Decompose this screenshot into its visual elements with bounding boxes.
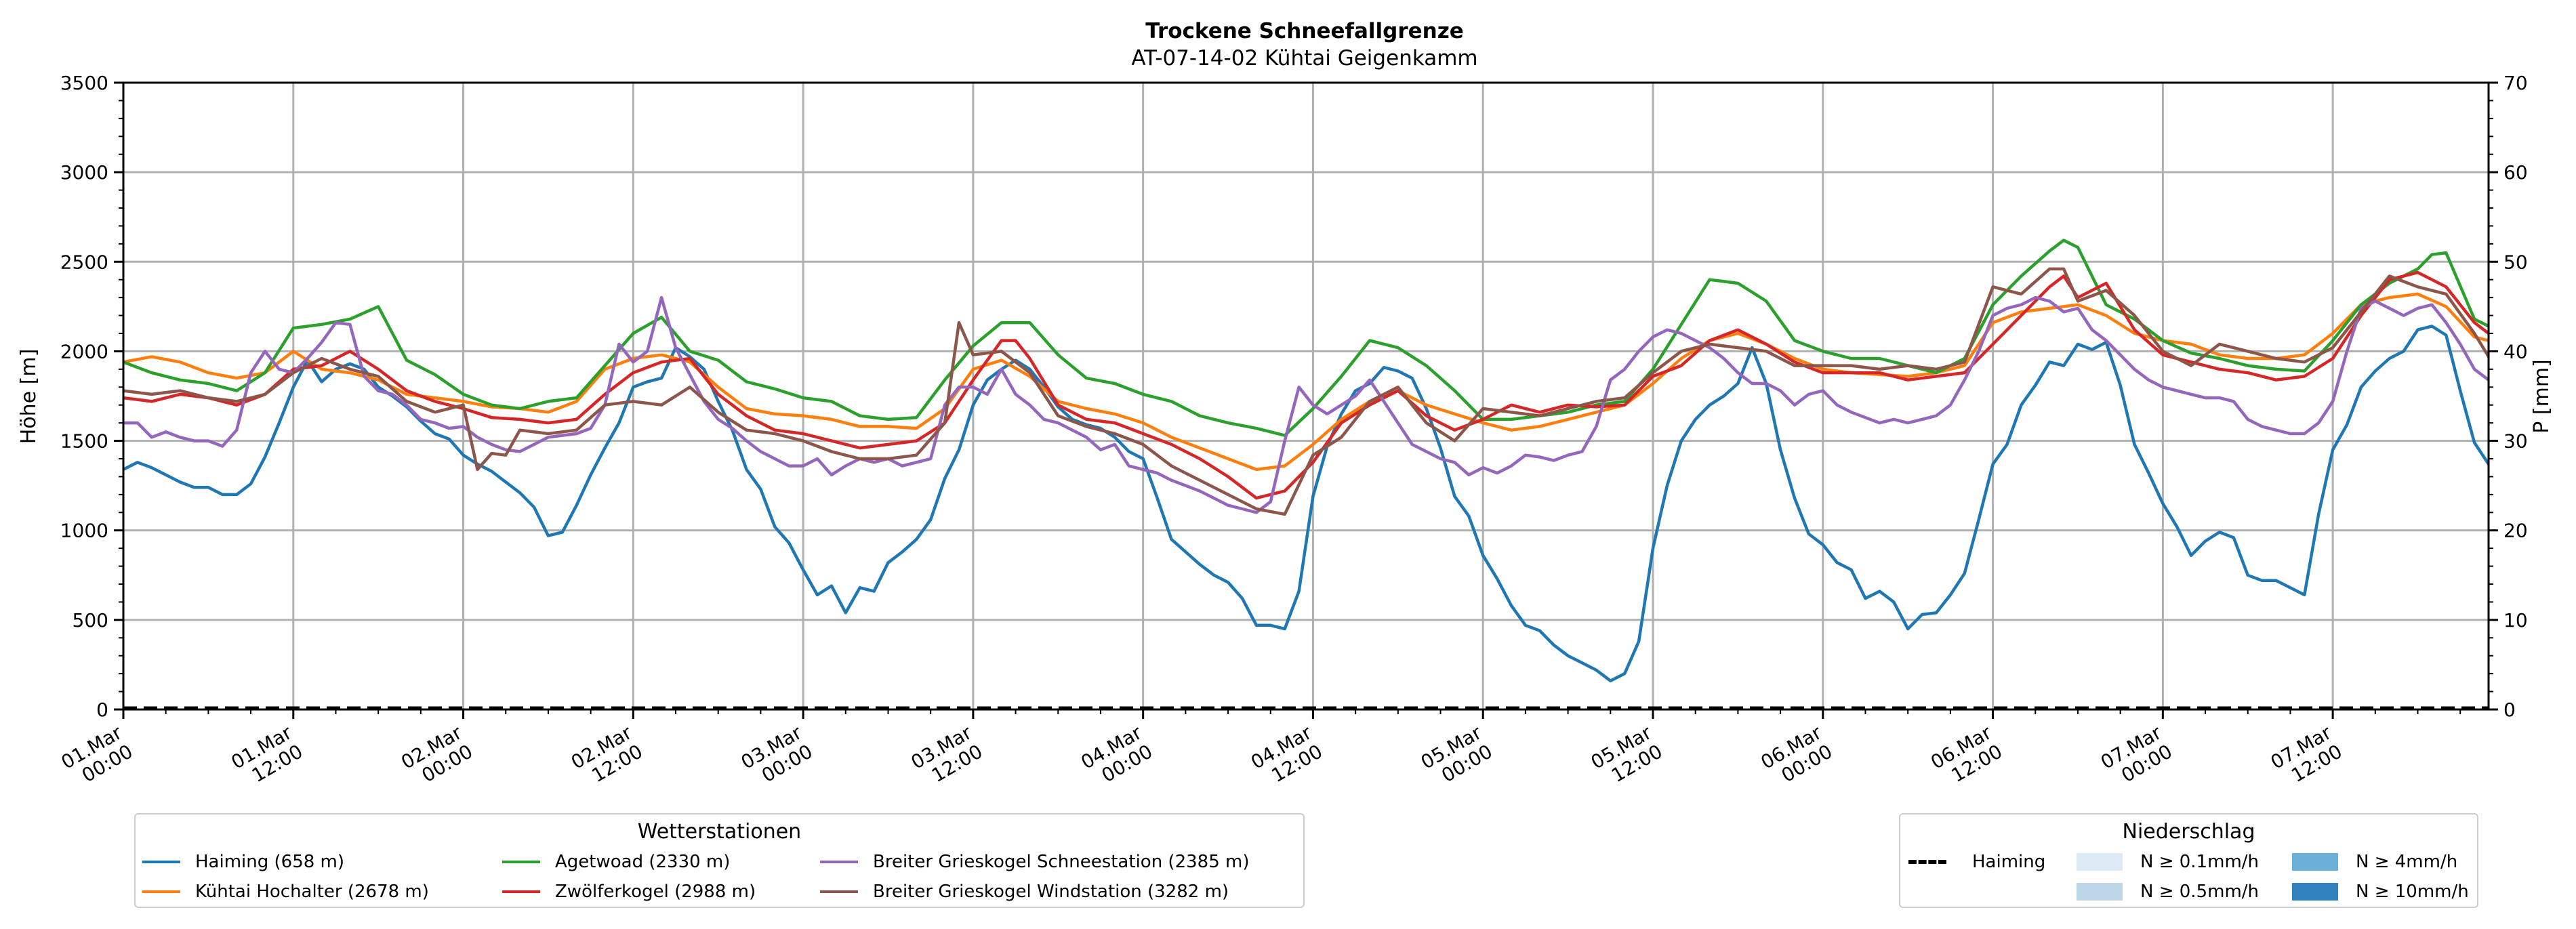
series-line-2 [123, 292, 2489, 472]
x-tick-label: 06.Mar00:00 [1757, 721, 1836, 792]
x-tick-label: 05.Mar00:00 [1417, 721, 1496, 792]
legend-item-n-0-5: N ≥ 0.5mm/h [2077, 880, 2259, 904]
series-lines [123, 239, 2489, 682]
legend-label: Breiter Grieskogel Windstation (3282 m) [873, 882, 1229, 902]
axis-ticks: 0 0 500 10 1000 20 1500 30 2000 40 2500 50 3000 60 350… [58, 72, 2528, 792]
y-tick-label: 500 [73, 609, 108, 632]
legend-patch [2077, 883, 2123, 901]
legend-item-haiming: Haiming (658 m) [142, 850, 344, 874]
y2-tick-label: 50 [2503, 251, 2528, 273]
chart-subtitle: AT-07-14-02 Kühtai Geigenkamm [1131, 46, 1477, 70]
y-tick-label: 1500 [60, 430, 108, 453]
series-line-4 [123, 270, 2489, 500]
y2-tick-label: 60 [2503, 161, 2528, 184]
x-tick-label: 04.Mar00:00 [1077, 721, 1156, 792]
series-line-6 [123, 267, 2489, 516]
y-tick-label: 2000 [60, 340, 108, 363]
y2-tick-label: 70 [2503, 72, 2528, 94]
x-tick-label: 07.Mar12:00 [2267, 721, 2346, 792]
chart-title: Trockene Schneefallgrenze [1145, 19, 1464, 43]
legend-item-schneestation: Breiter Grieskogel Schneestation (2385 m… [820, 850, 1249, 874]
x-tick-label: 02.Mar00:00 [397, 721, 476, 792]
legend-swatch [820, 890, 858, 893]
plot-frame [122, 81, 2490, 711]
y2-tick-label: 10 [2503, 609, 2528, 632]
legend-item-precip-haiming: Haiming [1908, 850, 2045, 874]
x-tick-label: 01.Mar00:00 [58, 721, 137, 792]
x-tick-label: 04.Mar12:00 [1247, 721, 1326, 792]
y2-axis-label: P [mm] [2530, 359, 2554, 433]
legend-label: Haiming [1972, 852, 2046, 872]
legend-item-zwoelferkogel: Zwölferkogel (2988 m) [502, 880, 756, 904]
legend-item-n-0-1: N ≥ 0.1mm/h [2077, 850, 2259, 874]
legend-label: N ≥ 4mm/h [2356, 852, 2458, 872]
stations-legend-title: Wetterstationen [637, 820, 802, 844]
legend-swatch [502, 890, 540, 893]
y-tick-label: 2500 [60, 251, 108, 273]
legend-swatch [142, 861, 180, 863]
legend-item-n-10: N ≥ 10mm/h [2292, 880, 2469, 904]
y-tick-label: 3000 [60, 161, 108, 184]
legend-item-agetwoad: Agetwoad (2330 m) [502, 850, 730, 874]
legend-label: Kühtai Hochalter (2678 m) [195, 882, 429, 902]
legend-patch [2292, 883, 2338, 901]
legend-patch [2292, 853, 2338, 871]
y2-tick-label: 40 [2503, 340, 2528, 363]
legend-item-kuehtai-hochalter: Kühtai Hochalter (2678 m) [142, 880, 429, 904]
legend-label: Zwölferkogel (2988 m) [555, 882, 756, 902]
series-line-3 [123, 239, 2489, 437]
legend-dash-swatch [1908, 860, 1946, 864]
y2-tick-label: 0 [2503, 699, 2516, 721]
y2-tick-label: 20 [2503, 520, 2528, 542]
legend-patch [2077, 853, 2123, 871]
precipitation-legend-title: Niederschlag [2122, 820, 2255, 844]
legend-item-n-4: N ≥ 4mm/h [2292, 850, 2457, 874]
legend-item-windstation: Breiter Grieskogel Windstation (3282 m) [820, 880, 1229, 904]
legend-swatch [142, 890, 180, 893]
grid-lines [123, 83, 2489, 709]
legend-swatch [820, 861, 858, 863]
legend-label: Haiming (658 m) [195, 852, 345, 872]
y-tick-label: 1000 [60, 520, 108, 542]
legend-swatch [502, 861, 540, 863]
series-line-5 [123, 295, 2489, 514]
precipitation-legend: Niederschlag Haiming N ≥ 0.1mm/h N ≥ 0.5… [1899, 813, 2478, 908]
legend-label: N ≥ 0.5mm/h [2140, 882, 2260, 902]
x-tick-label: 03.Mar00:00 [737, 721, 817, 792]
y-tick-label: 0 [96, 699, 108, 721]
y2-tick-label: 30 [2503, 430, 2528, 453]
series-line-1 [123, 325, 2489, 682]
legend-label: Breiter Grieskogel Schneestation (2385 m… [873, 852, 1250, 872]
x-tick-label: 03.Mar12:00 [907, 721, 987, 792]
y-tick-label: 3500 [60, 72, 108, 94]
legend-label: Agetwoad (2330 m) [555, 852, 731, 872]
y-axis-label: Höhe [m] [17, 349, 41, 445]
legend-label: N ≥ 10mm/h [2356, 882, 2469, 902]
x-tick-label: 07.Mar00:00 [2097, 721, 2176, 792]
stations-legend: Wetterstationen Haiming (658 m) Kühtai H… [134, 813, 1305, 908]
x-tick-label: 05.Mar12:00 [1587, 721, 1667, 792]
legend-label: N ≥ 0.1mm/h [2140, 852, 2260, 872]
x-tick-label: 06.Mar12:00 [1927, 721, 2006, 792]
x-tick-label: 02.Mar12:00 [567, 721, 647, 792]
x-tick-label: 01.Mar12:00 [227, 721, 306, 792]
